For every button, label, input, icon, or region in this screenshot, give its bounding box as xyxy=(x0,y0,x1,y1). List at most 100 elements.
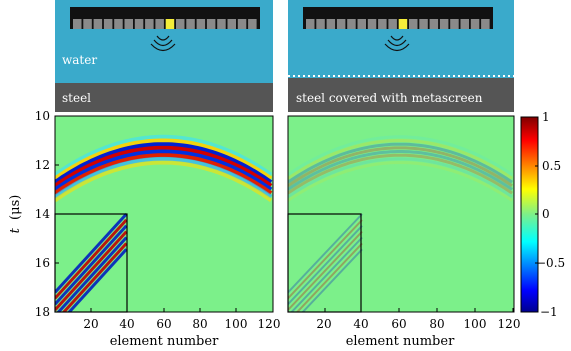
x-tick: 120 xyxy=(258,317,281,331)
right-wave-icon xyxy=(384,35,410,52)
head-wave-stripe xyxy=(288,219,363,299)
probe-element xyxy=(83,19,92,29)
wavefront-band xyxy=(55,142,273,184)
wavefront-band xyxy=(288,135,513,176)
x-tick: 20 xyxy=(316,317,331,331)
probe-element xyxy=(93,19,103,29)
head-wave-stripe xyxy=(55,224,128,306)
probe-element xyxy=(155,19,164,29)
left-wave-icon xyxy=(150,35,176,52)
probe-element xyxy=(134,19,144,29)
left-steel xyxy=(55,83,273,112)
probe-element xyxy=(114,19,123,29)
active-probe-element xyxy=(398,19,408,29)
probe-element xyxy=(248,19,257,29)
y-tick: 10 xyxy=(35,109,50,123)
probe-element xyxy=(367,19,377,29)
left-probe-elements xyxy=(73,19,257,29)
probe-element xyxy=(378,19,387,29)
probe-element xyxy=(306,19,315,29)
probe-element xyxy=(481,19,490,29)
wavefront-band xyxy=(288,146,513,188)
probe-element xyxy=(316,19,325,29)
wavefront-band xyxy=(55,153,273,195)
probe-element xyxy=(237,19,247,29)
right-steel xyxy=(288,78,514,112)
probe-element xyxy=(217,19,226,29)
right-steel-label: steel covered with metascreen xyxy=(296,91,483,105)
left-steel-label: steel xyxy=(62,91,91,105)
y-axis-label: t (μs) xyxy=(8,195,23,234)
x-tick: 40 xyxy=(353,317,368,331)
y-tick: 14 xyxy=(35,207,51,221)
probe-element xyxy=(103,19,113,29)
x-tick: 60 xyxy=(391,317,406,331)
wavefront-band xyxy=(55,160,273,203)
left-schematic: water steel xyxy=(55,0,273,112)
right-wavefront xyxy=(288,135,513,312)
probe-element xyxy=(470,19,480,29)
probe-element xyxy=(409,19,418,29)
head-wave-stripe xyxy=(288,213,363,294)
x-tick: 120 xyxy=(498,317,521,331)
wavefront-band xyxy=(288,161,513,202)
left-wavefront xyxy=(55,134,273,312)
active-probe-element xyxy=(165,19,175,29)
head-wave-stripe xyxy=(55,212,128,294)
x-tick: 20 xyxy=(83,317,98,331)
head-wave-stripe xyxy=(55,230,128,312)
probe-element xyxy=(460,19,469,29)
x-axis-label: element number xyxy=(110,334,219,349)
wavefront-band xyxy=(55,138,273,181)
colorbar-tick: 0.5 xyxy=(542,159,561,173)
x-tick: 40 xyxy=(119,317,134,331)
x-axis-left: 20 40 60 80 100 120 element number xyxy=(83,308,280,349)
colorbar: 1 0.5 0 −0.5 −1 xyxy=(520,110,565,319)
right-probe xyxy=(303,7,493,52)
wavefront-band xyxy=(288,153,513,195)
wavefront-band xyxy=(55,145,273,188)
head-wave-stripe xyxy=(288,230,363,311)
colorbar-tick: −1 xyxy=(540,305,558,319)
x-tick: 80 xyxy=(429,317,444,331)
head-wave-stripe xyxy=(55,218,128,300)
probe-element xyxy=(388,19,397,29)
probe-element xyxy=(73,19,82,29)
wavefront-band xyxy=(288,142,513,184)
wavefront-band xyxy=(55,156,273,199)
probe-element xyxy=(419,19,428,29)
right-heatmap xyxy=(287,115,515,313)
probe-element xyxy=(206,19,216,29)
probe-element xyxy=(357,19,366,29)
x-tick: 60 xyxy=(156,317,171,331)
y-tick: 16 xyxy=(35,256,50,270)
x-axis-label: element number xyxy=(346,334,455,349)
probe-element xyxy=(227,19,236,29)
x-tick: 100 xyxy=(464,317,487,331)
head-wave-stripe xyxy=(288,225,363,305)
probe-element xyxy=(347,19,356,29)
probe-element xyxy=(176,19,185,29)
head-wave-stripe xyxy=(295,242,363,312)
probe-element xyxy=(186,19,195,29)
left-probe xyxy=(70,7,260,52)
left-heatmap xyxy=(54,115,274,313)
wavefront-band xyxy=(288,150,513,191)
head-wave-stripe xyxy=(56,236,128,312)
colorbar-tick: −0.5 xyxy=(536,256,565,270)
wavefront-band xyxy=(55,149,273,192)
probe-element xyxy=(439,19,449,29)
x-tick: 80 xyxy=(192,317,207,331)
head-wave-stripe xyxy=(301,248,363,312)
wavefront-band xyxy=(288,157,513,199)
left-water-label: water xyxy=(62,53,97,67)
probe-element xyxy=(124,19,133,29)
probe-element xyxy=(145,19,154,29)
probe-element xyxy=(336,19,346,29)
y-axis: 10 12 14 16 18 t (μs) xyxy=(8,109,59,319)
x-tick: 100 xyxy=(225,317,248,331)
probe-element xyxy=(326,19,336,29)
right-schematic: steel covered with metascreen xyxy=(288,0,514,112)
right-probe-elements xyxy=(306,19,490,29)
